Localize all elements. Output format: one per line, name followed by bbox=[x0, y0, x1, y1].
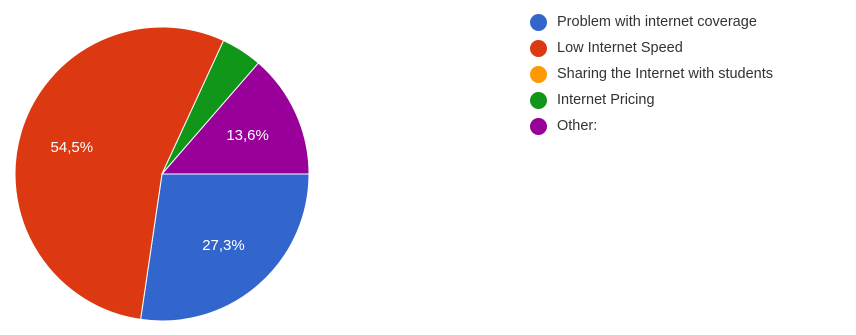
legend-item-internet-pricing[interactable]: Internet Pricing bbox=[530, 87, 773, 113]
chart-legend: Problem with internet coverage Low Inter… bbox=[530, 9, 773, 139]
legend-label: Problem with internet coverage bbox=[557, 14, 757, 30]
legend-item-problem-with-internet-coverage[interactable]: Problem with internet coverage bbox=[530, 9, 773, 35]
pie-slice-other[interactable] bbox=[160, 62, 310, 175]
legend-label: Low Internet Speed bbox=[557, 40, 683, 56]
pie-slice-problem-with-internet-coverage[interactable] bbox=[140, 173, 310, 322]
legend-swatch-problem-with-internet-coverage bbox=[530, 13, 547, 31]
legend-swatch-internet-pricing bbox=[530, 91, 547, 109]
pie-slice-data-label: 54,5% bbox=[51, 139, 94, 156]
pie-slice-data-label: 13,6% bbox=[226, 127, 269, 144]
pie-slice-low-internet-speed[interactable] bbox=[14, 26, 225, 320]
legend-item-sharing-the-internet-with-students[interactable]: Sharing the Internet with students bbox=[530, 61, 773, 87]
legend-swatch-other bbox=[530, 117, 547, 135]
pie-slice-data-label: 27,3% bbox=[202, 237, 245, 254]
legend-item-other[interactable]: Other: bbox=[530, 113, 773, 139]
legend-swatch-low-internet-speed bbox=[530, 39, 547, 57]
legend-item-low-internet-speed[interactable]: Low Internet Speed bbox=[530, 35, 773, 61]
legend-label: Other: bbox=[557, 118, 598, 134]
legend-swatch-sharing-the-internet-with-students bbox=[530, 65, 547, 83]
legend-label: Internet Pricing bbox=[557, 92, 655, 108]
legend-label: Sharing the Internet with students bbox=[557, 66, 774, 82]
